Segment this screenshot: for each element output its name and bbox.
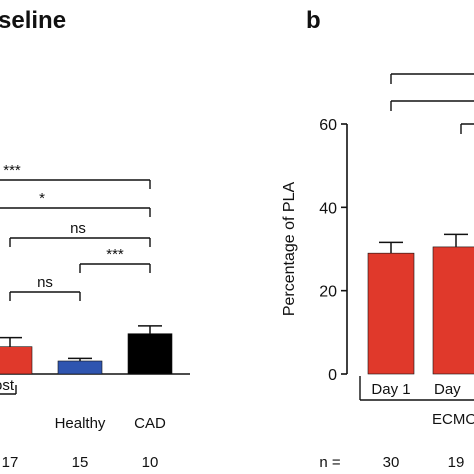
bar-2 [432, 246, 474, 375]
group-label: ECMO [432, 411, 474, 428]
y-axis-title: Percentage of PLA [281, 182, 298, 317]
n-value: 15 [72, 454, 89, 471]
significance-label: ns [37, 274, 53, 291]
significance-label: *** [106, 246, 124, 263]
y-tick-label: 60 [319, 117, 337, 134]
panel-b-plot: 0 20 40 60 Percentage of PLA Day 1 Day ECMO n = 3… [281, 73, 474, 471]
bar-post [0, 346, 33, 375]
y-tick-label: 40 [319, 200, 337, 217]
y-tick-label: 0 [328, 367, 337, 384]
panel-b-title: b [306, 7, 321, 34]
bar-1 [367, 252, 415, 375]
category-label: Post [0, 377, 15, 394]
n-label: n = [319, 454, 341, 471]
category-label: Day 1 [371, 381, 410, 398]
bar-healthy [57, 360, 103, 375]
category-label: CAD [134, 415, 166, 432]
category-label: Healthy [55, 415, 106, 432]
panel-a-title: seline [0, 7, 66, 34]
significance-label: * [39, 190, 45, 207]
n-value: 30 [383, 454, 400, 471]
bar-cad [127, 333, 173, 375]
n-value: 10 [142, 454, 159, 471]
significance-label: *** [3, 162, 21, 179]
n-value: 17 [2, 454, 19, 471]
significance-label: ns [70, 220, 86, 237]
n-value: 19 [448, 454, 465, 471]
y-tick-label: 20 [319, 284, 337, 301]
category-label: Day [434, 381, 461, 398]
